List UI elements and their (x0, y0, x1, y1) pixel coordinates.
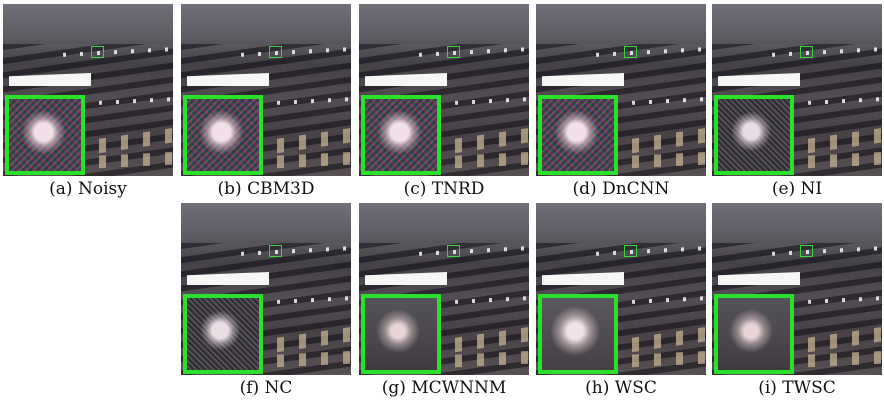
tan-squares-lower (808, 152, 882, 169)
white-bar (542, 272, 624, 285)
caption-tnrd: (c) TNRD (403, 179, 485, 199)
zoom-inset (714, 95, 794, 175)
white-bar (365, 73, 447, 86)
zoom-inset (5, 95, 85, 175)
image-ni (712, 4, 882, 176)
tan-squares-lower (455, 351, 529, 368)
roi-box (447, 245, 460, 257)
caption-mcwnnm: (g) MCWNNM (381, 378, 507, 398)
caption-dncnn: (d) DnCNN (572, 179, 670, 199)
caption-twsc: (i) TWSC (758, 378, 836, 398)
white-bar (187, 73, 269, 86)
tan-squares-lower (632, 152, 706, 169)
zoom-inset (361, 294, 441, 374)
tan-squares-lower (455, 152, 529, 169)
image-cbm3d (181, 4, 351, 176)
roi-box (269, 46, 282, 58)
tan-squares-lower (632, 351, 706, 368)
white-bar (542, 73, 624, 86)
zoom-inset (183, 95, 263, 175)
zoom-inset (538, 294, 618, 374)
zoom-inset (714, 294, 794, 374)
caption-wsc: (h) WSC (585, 378, 657, 398)
zoom-inset (538, 95, 618, 175)
image-twsc (712, 203, 882, 375)
image-tnrd (359, 4, 529, 176)
tan-squares-lower (277, 351, 351, 368)
tan-squares-lower (808, 351, 882, 368)
image-wsc (536, 203, 706, 375)
white-bar (187, 272, 269, 285)
tan-squares-lower (99, 152, 173, 169)
white-bar (718, 272, 800, 285)
roi-box (624, 245, 637, 257)
roi-box (800, 46, 813, 58)
white-bar (718, 73, 800, 86)
white-bar (9, 73, 91, 86)
image-dncnn (536, 4, 706, 176)
caption-noisy: (a) Noisy (49, 179, 127, 199)
white-bar (365, 272, 447, 285)
roi-box (447, 46, 460, 58)
zoom-inset (183, 294, 263, 374)
zoom-inset (361, 95, 441, 175)
image-nc (181, 203, 351, 375)
roi-box (269, 245, 282, 257)
caption-cbm3d: (b) CBM3D (217, 179, 315, 199)
roi-box (624, 46, 637, 58)
image-noisy (3, 4, 173, 176)
roi-box (91, 46, 104, 58)
image-mcwnnm (359, 203, 529, 375)
roi-box (800, 245, 813, 257)
tan-squares-lower (277, 152, 351, 169)
caption-nc: (f) NC (239, 378, 293, 398)
caption-ni: (e) NI (771, 179, 823, 199)
